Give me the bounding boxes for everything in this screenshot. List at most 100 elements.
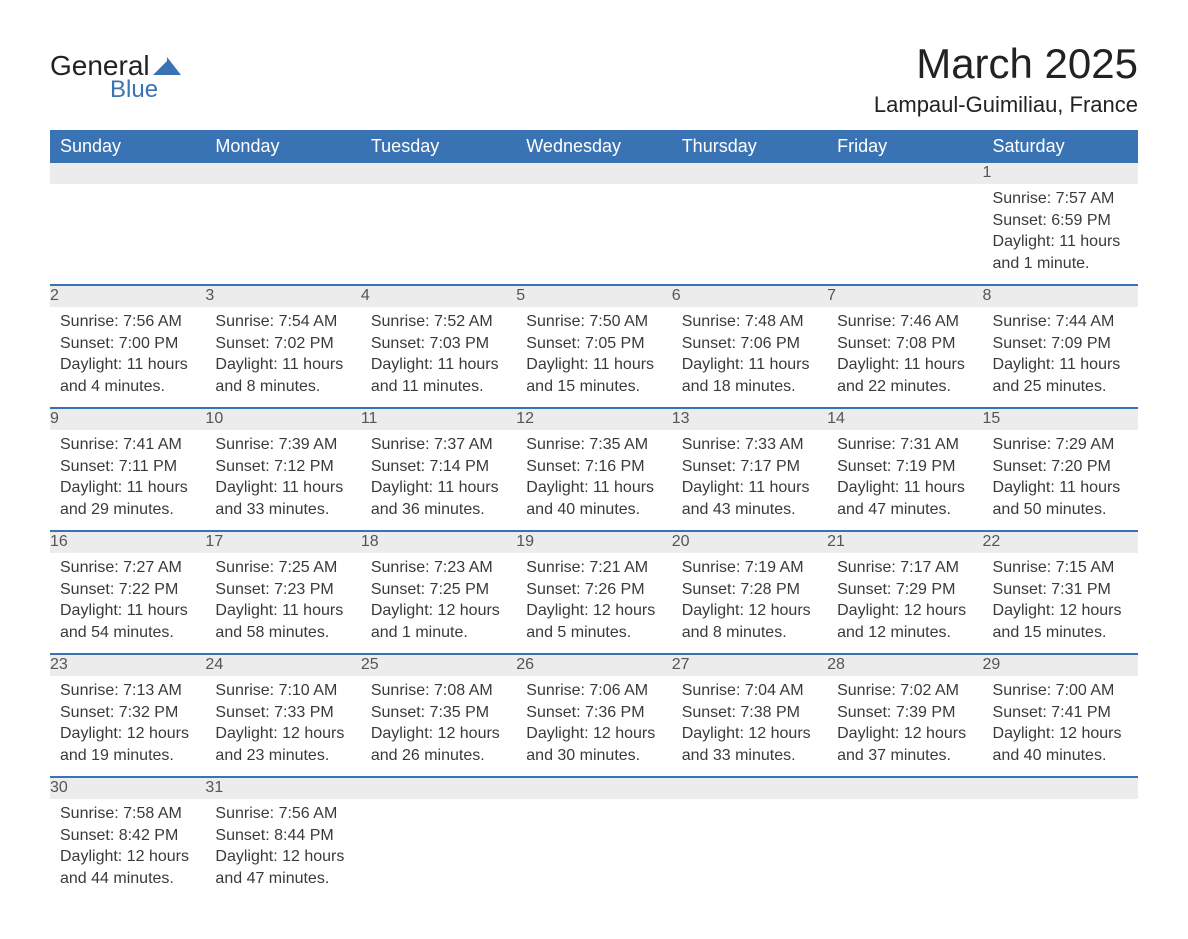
daylight-line2: and 5 minutes.: [526, 623, 661, 644]
daylight-line2: and 8 minutes.: [682, 623, 817, 644]
weekday-wednesday: Wednesday: [516, 130, 671, 163]
day-info: Sunrise: 7:54 AMSunset: 7:02 PMDaylight:…: [205, 307, 360, 408]
day-info: Sunrise: 7:44 AMSunset: 7:09 PMDaylight:…: [983, 307, 1138, 408]
daylight-line1: Daylight: 11 hours: [526, 355, 661, 376]
day-number: 12: [516, 408, 671, 430]
daylight-line2: and 1 minute.: [993, 254, 1128, 275]
daylight-line1: Daylight: 12 hours: [682, 601, 817, 622]
daylight-line1: Daylight: 11 hours: [215, 478, 350, 499]
day-number: 16: [50, 531, 205, 553]
day-info: Sunrise: 7:48 AMSunset: 7:06 PMDaylight:…: [672, 307, 827, 408]
day-info: Sunrise: 7:23 AMSunset: 7:25 PMDaylight:…: [361, 553, 516, 654]
month-title: March 2025: [874, 40, 1138, 88]
calendar-head: SundayMondayTuesdayWednesdayThursdayFrid…: [50, 130, 1138, 163]
day-number: 13: [672, 408, 827, 430]
day-number: 24: [205, 654, 360, 676]
week-daynum-row: 1: [50, 163, 1138, 184]
day-info: Sunrise: 7:10 AMSunset: 7:33 PMDaylight:…: [205, 676, 360, 777]
sunrise-text: Sunrise: 7:33 AM: [682, 435, 817, 456]
day-number: 18: [361, 531, 516, 553]
daylight-line1: Daylight: 11 hours: [371, 478, 506, 499]
sunset-text: Sunset: 7:09 PM: [993, 334, 1128, 355]
day-info: Sunrise: 7:08 AMSunset: 7:35 PMDaylight:…: [361, 676, 516, 777]
sunrise-text: Sunrise: 7:04 AM: [682, 681, 817, 702]
day-info: Sunrise: 7:52 AMSunset: 7:03 PMDaylight:…: [361, 307, 516, 408]
daylight-line1: Daylight: 11 hours: [60, 601, 195, 622]
daylight-line2: and 40 minutes.: [993, 746, 1128, 767]
daylight-line1: Daylight: 11 hours: [993, 478, 1128, 499]
sunrise-text: Sunrise: 7:41 AM: [60, 435, 195, 456]
sunset-text: Sunset: 7:20 PM: [993, 457, 1128, 478]
day-info: [827, 184, 982, 285]
day-info: Sunrise: 7:13 AMSunset: 7:32 PMDaylight:…: [50, 676, 205, 777]
daylight-line1: Daylight: 11 hours: [371, 355, 506, 376]
day-info: [361, 799, 516, 899]
day-number: 31: [205, 777, 360, 799]
day-info: Sunrise: 7:50 AMSunset: 7:05 PMDaylight:…: [516, 307, 671, 408]
day-number: [50, 163, 205, 184]
day-number: 25: [361, 654, 516, 676]
week-daynum-row: 9101112131415: [50, 408, 1138, 430]
day-info: Sunrise: 7:57 AMSunset: 6:59 PMDaylight:…: [983, 184, 1138, 285]
sunrise-text: Sunrise: 7:00 AM: [993, 681, 1128, 702]
day-info: Sunrise: 7:29 AMSunset: 7:20 PMDaylight:…: [983, 430, 1138, 531]
sunset-text: Sunset: 7:25 PM: [371, 580, 506, 601]
daylight-line2: and 1 minute.: [371, 623, 506, 644]
daylight-line1: Daylight: 11 hours: [682, 355, 817, 376]
title-block: March 2025 Lampaul-Guimiliau, France: [874, 40, 1138, 118]
sunset-text: Sunset: 7:17 PM: [682, 457, 817, 478]
day-info: Sunrise: 7:02 AMSunset: 7:39 PMDaylight:…: [827, 676, 982, 777]
sunrise-text: Sunrise: 7:56 AM: [60, 312, 195, 333]
day-info: Sunrise: 7:06 AMSunset: 7:36 PMDaylight:…: [516, 676, 671, 777]
day-number: [827, 163, 982, 184]
daylight-line2: and 30 minutes.: [526, 746, 661, 767]
daylight-line2: and 11 minutes.: [371, 377, 506, 398]
daylight-line2: and 19 minutes.: [60, 746, 195, 767]
weekday-sunday: Sunday: [50, 130, 205, 163]
sunrise-text: Sunrise: 7:19 AM: [682, 558, 817, 579]
day-number: 30: [50, 777, 205, 799]
day-number: 20: [672, 531, 827, 553]
sunset-text: Sunset: 7:08 PM: [837, 334, 972, 355]
daylight-line2: and 22 minutes.: [837, 377, 972, 398]
daylight-line1: Daylight: 11 hours: [837, 478, 972, 499]
sunrise-text: Sunrise: 7:13 AM: [60, 681, 195, 702]
sunrise-text: Sunrise: 7:21 AM: [526, 558, 661, 579]
daylight-line2: and 47 minutes.: [837, 500, 972, 521]
day-info: Sunrise: 7:33 AMSunset: 7:17 PMDaylight:…: [672, 430, 827, 531]
sunrise-text: Sunrise: 7:54 AM: [215, 312, 350, 333]
sunset-text: Sunset: 7:19 PM: [837, 457, 972, 478]
sunrise-text: Sunrise: 7:31 AM: [837, 435, 972, 456]
day-info: Sunrise: 7:41 AMSunset: 7:11 PMDaylight:…: [50, 430, 205, 531]
sunset-text: Sunset: 7:22 PM: [60, 580, 195, 601]
weekday-thursday: Thursday: [672, 130, 827, 163]
sunrise-text: Sunrise: 7:23 AM: [371, 558, 506, 579]
daylight-line1: Daylight: 12 hours: [837, 724, 972, 745]
daylight-line1: Daylight: 11 hours: [215, 355, 350, 376]
sunrise-text: Sunrise: 7:50 AM: [526, 312, 661, 333]
week-info-row: Sunrise: 7:27 AMSunset: 7:22 PMDaylight:…: [50, 553, 1138, 654]
day-info: [50, 184, 205, 285]
daylight-line1: Daylight: 12 hours: [526, 724, 661, 745]
day-number: [361, 777, 516, 799]
day-number: [827, 777, 982, 799]
sunrise-text: Sunrise: 7:57 AM: [993, 189, 1128, 210]
day-info: Sunrise: 7:56 AMSunset: 7:00 PMDaylight:…: [50, 307, 205, 408]
day-info: Sunrise: 7:58 AMSunset: 8:42 PMDaylight:…: [50, 799, 205, 899]
day-info: Sunrise: 7:21 AMSunset: 7:26 PMDaylight:…: [516, 553, 671, 654]
logo: General Blue: [50, 50, 181, 104]
sunrise-text: Sunrise: 7:48 AM: [682, 312, 817, 333]
daylight-line1: Daylight: 11 hours: [837, 355, 972, 376]
sunset-text: Sunset: 7:23 PM: [215, 580, 350, 601]
day-info: [516, 184, 671, 285]
day-info: Sunrise: 7:31 AMSunset: 7:19 PMDaylight:…: [827, 430, 982, 531]
weekday-monday: Monday: [205, 130, 360, 163]
calendar-table: SundayMondayTuesdayWednesdayThursdayFrid…: [50, 130, 1138, 899]
daylight-line2: and 40 minutes.: [526, 500, 661, 521]
sunset-text: Sunset: 7:41 PM: [993, 703, 1128, 724]
daylight-line2: and 47 minutes.: [215, 869, 350, 890]
daylight-line1: Daylight: 12 hours: [993, 601, 1128, 622]
day-number: 29: [983, 654, 1138, 676]
day-info: Sunrise: 7:04 AMSunset: 7:38 PMDaylight:…: [672, 676, 827, 777]
sunrise-text: Sunrise: 7:56 AM: [215, 804, 350, 825]
